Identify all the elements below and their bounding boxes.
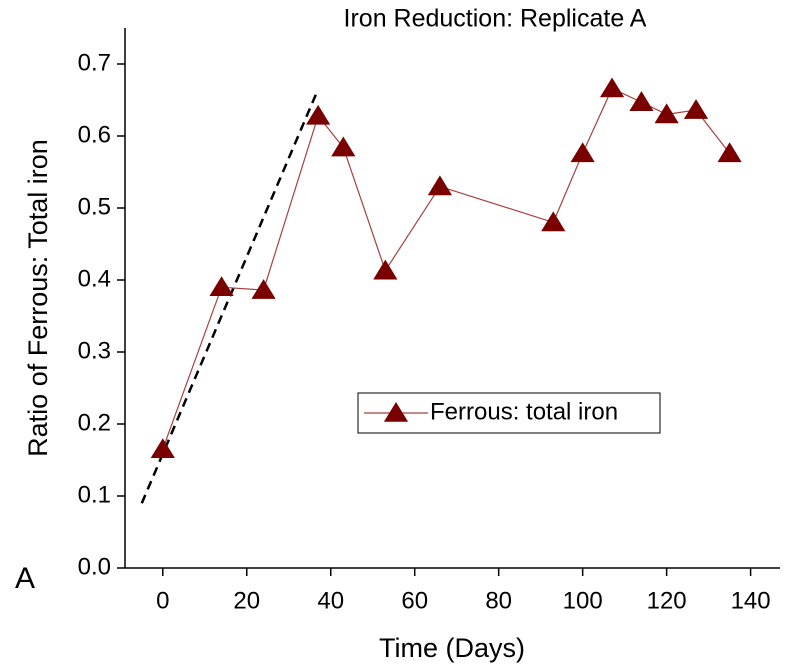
marker [541,211,566,232]
x-tick-label: 140 [731,587,771,614]
marker [150,438,175,458]
marker [331,136,356,157]
y-tick-label: 0.1 [78,481,111,508]
chart-title: Iron Reduction: Replicate A [344,5,647,33]
y-tick-label: 0.7 [78,49,111,76]
x-tick-label: 60 [401,587,428,614]
y-tick-label: 0.0 [78,553,111,580]
marker [683,99,709,119]
marker [629,91,654,111]
y-axis-title: Ratio of Ferrous: Total iron [23,139,53,457]
legend-label: Ferrous: total iron [430,398,618,425]
y-tick-label: 0.5 [78,193,111,220]
marker [654,103,679,124]
x-tick-label: 80 [485,587,512,614]
marker [570,142,595,163]
marker [717,142,742,163]
panel-label: A [15,562,35,595]
marker [209,276,234,296]
trend-line [140,88,320,504]
marker [427,175,453,196]
x-tick-label: 20 [233,587,260,614]
marker [373,259,398,280]
marker [251,279,276,299]
y-tick-label: 0.4 [78,265,111,292]
y-tick-label: 0.2 [78,409,111,436]
x-tick-label: 40 [317,587,344,614]
x-axis-title: Time (Days) [379,633,525,663]
x-tick-label: 100 [563,587,603,614]
marker [306,104,331,125]
y-tick-label: 0.6 [78,121,111,148]
x-tick-label: 0 [156,587,169,614]
marker [599,77,625,98]
x-tick-label: 120 [647,587,687,614]
y-tick-label: 0.3 [78,337,111,364]
legend-marker [383,402,409,422]
